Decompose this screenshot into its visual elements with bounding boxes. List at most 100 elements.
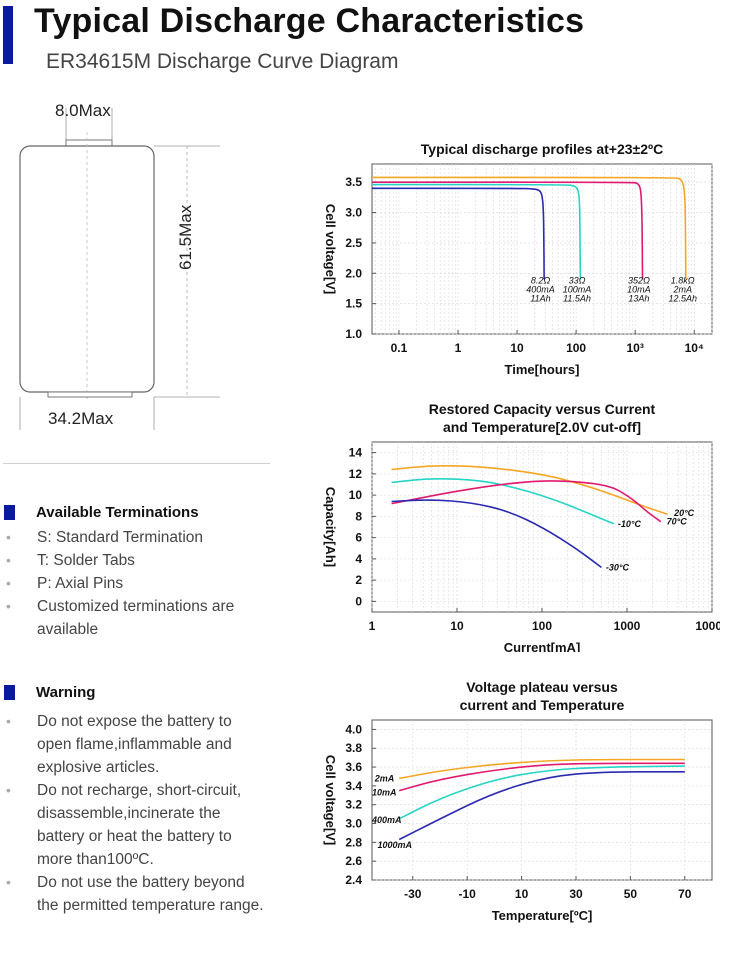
y-axis-label: Cell voltage[V]: [323, 204, 338, 294]
series-annotation: 8.2Ω: [531, 275, 551, 285]
list-item: • P: Axial Pins: [6, 575, 124, 592]
x-tick-label: 10⁴: [685, 341, 704, 355]
warning-title: Warning: [36, 684, 96, 701]
list-item: • T: Solder Tabs: [6, 552, 135, 569]
series-annotation: 13Ah: [628, 293, 649, 303]
chart-title: and Temperature[2.0V cut-off]: [443, 419, 641, 435]
y-tick-label: 2.5: [345, 236, 362, 250]
series-label: 20°C: [673, 508, 695, 518]
x-tick-label: 100: [566, 341, 586, 355]
y-tick-label: 3.5: [345, 175, 362, 189]
list-item: • Do not recharge, short-circuit, disasse…: [6, 782, 242, 868]
y-tick-label: 1.5: [345, 297, 362, 311]
x-tick-label: -10: [459, 887, 477, 901]
battery-terminal-bottom: [47, 391, 133, 398]
series-line-70°C: [391, 480, 662, 523]
series-label: 2mA: [374, 773, 395, 783]
plot-frame: [371, 163, 713, 335]
series-label: 10mA: [372, 787, 397, 797]
series-line-2mA: [399, 758, 685, 780]
series-label: 400mA: [371, 815, 402, 825]
series-line-400mA: [398, 765, 685, 820]
y-tick-label: 2.4: [345, 873, 362, 887]
y-tick-label: 4: [355, 552, 362, 566]
x-tick-label: 1: [455, 341, 462, 355]
title-accent-bar: [3, 6, 13, 64]
y-tick-label: 2.8: [345, 835, 362, 849]
y-tick-label: 6: [355, 531, 362, 545]
y-tick-label: 4.0: [345, 722, 362, 736]
terminations-title: Available Terminations: [36, 504, 199, 521]
x-tick-label: 10: [450, 619, 464, 633]
series-annotation: 400mA: [526, 284, 555, 294]
x-tick-label: 1000: [614, 619, 641, 633]
voltage-plateau-chart: Voltage plateau versus current and Temper…: [323, 679, 713, 923]
series-line-profile-1: [372, 183, 582, 280]
list-item: • Do not expose the battery to open flame…: [6, 713, 232, 776]
battery-terminal-top: [65, 139, 113, 147]
y-tick-label: 10: [349, 488, 363, 502]
y-tick-label: 2: [355, 573, 362, 587]
warning-marker: [4, 685, 15, 700]
series-annotation: 100mA: [563, 284, 592, 294]
page-title: Typical Discharge Characteristics: [34, 2, 585, 40]
series-label: -30°C: [606, 562, 630, 572]
terminations-list: • S: Standard Termination • T: Solder Tabs…: [0, 526, 300, 641]
y-tick-label: 14: [349, 446, 363, 460]
page-subtitle: ER34615M Discharge Curve Diagram: [46, 50, 399, 73]
series-annotation: 33Ω: [569, 275, 586, 285]
x-axis-label: Current[mA]: [504, 640, 581, 652]
series-annotation: 12.5Ah: [668, 293, 697, 303]
series-line-10mA: [398, 762, 685, 792]
x-tick-label: 30: [569, 887, 583, 901]
chart-title: Restored Capacity versus Current: [429, 401, 656, 417]
list-item: • S: Standard Termination: [6, 529, 204, 546]
y-tick-label: 2.0: [345, 266, 362, 280]
dim-diameter: 34.2Max: [48, 409, 114, 428]
discharge-profiles-chart: Typical discharge profiles at+23±2ºC 0.1 1…: [323, 141, 713, 377]
series-annotation: 11.5Ah: [563, 293, 591, 303]
x-tick-label: 10³: [626, 341, 643, 355]
series-annotation: 352Ω: [628, 275, 650, 285]
series-annotation: 1.8kΩ: [671, 275, 695, 285]
terminations-marker: [4, 505, 15, 520]
warning-list: • Do not expose the battery to open flame…: [0, 710, 300, 917]
y-tick-label: 12: [349, 467, 363, 481]
series-line-profile-2: [372, 181, 644, 280]
series-label: 1000mA: [377, 840, 412, 850]
dim-height: 61.5Max: [176, 204, 195, 270]
x-tick-label: 10: [515, 887, 529, 901]
y-tick-label: 3.0: [345, 817, 362, 831]
x-tick-label: 1: [369, 619, 376, 633]
series-line-20°C: [391, 465, 668, 516]
x-tick-label: 0.1: [391, 341, 408, 355]
series-annotation: 11Ah: [530, 293, 550, 303]
x-tick-label: 70: [678, 887, 692, 901]
list-item: • Customized terminations are available: [6, 598, 235, 638]
series-line-profile-3: [372, 176, 687, 280]
restored-capacity-chart: Restored Capacity versus Current and Temp…: [323, 401, 720, 652]
chart-title: current and Temperature: [460, 697, 625, 713]
list-item: • Do not use the battery beyond the permi…: [6, 874, 264, 914]
y-axis-label: Capacity[Ah]: [323, 487, 338, 567]
x-tick-label: 50: [624, 887, 638, 901]
y-tick-label: 3.6: [345, 760, 362, 774]
series-line-1000mA: [398, 771, 685, 841]
x-axis-label: Time[hours]: [505, 362, 580, 377]
y-tick-label: 3.4: [345, 779, 362, 793]
plot-frame: [371, 719, 713, 881]
dim-top-width: 8.0Max: [55, 101, 111, 120]
y-tick-label: 3.2: [345, 798, 362, 812]
series-line--30°C: [391, 499, 602, 569]
series-label: -10°C: [618, 519, 642, 529]
x-tick-label: 100: [532, 619, 552, 633]
series-annotation: 10mA: [627, 284, 651, 294]
x-axis-label: Temperature[ºC]: [492, 908, 593, 923]
y-tick-label: 0: [355, 594, 362, 608]
y-tick-label: 3.0: [345, 206, 362, 220]
series-line-profile-0: [372, 187, 545, 280]
y-tick-label: 3.8: [345, 741, 362, 755]
battery-dimension-drawing: [19, 108, 220, 430]
x-tick-label: 10: [510, 341, 524, 355]
